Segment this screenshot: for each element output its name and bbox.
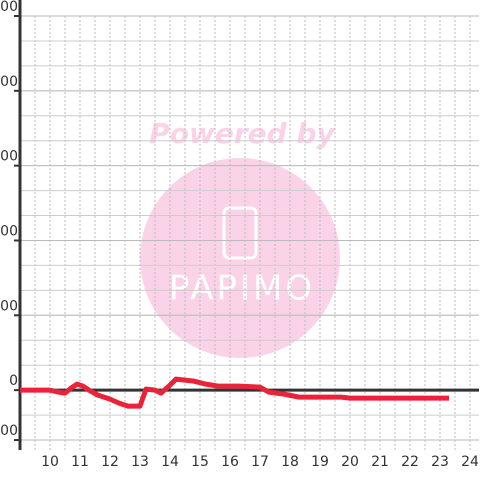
y-tick-label: 60,000 [0, 223, 18, 239]
watermark-logo: PAPIMO [169, 269, 315, 309]
x-tick-label: 13 [131, 454, 149, 470]
y-tick-label: 150,000 [0, 0, 18, 15]
x-tick-label: 23 [431, 454, 449, 470]
x-tick-label: 18 [281, 454, 299, 470]
x-tick-label: 24 [461, 454, 479, 470]
x-tick-label: 12 [101, 454, 119, 470]
x-tick-label: 11 [71, 454, 89, 470]
x-tick-label: 10 [41, 454, 59, 470]
y-tick-label: 0 [9, 373, 18, 389]
x-tick-label: 22 [401, 454, 419, 470]
x-tick-label: 16 [221, 454, 239, 470]
x-tick-label: 19 [311, 454, 329, 470]
plot: -20,000 0 30,000 60,000 90,000 120,000 150,000… [0, 0, 479, 470]
y-tick-label: 90,000 [0, 149, 18, 165]
line [20, 376, 449, 409]
x-tick-label: 20 [341, 454, 359, 470]
x-tick-label: 15 [191, 454, 209, 470]
y-tick-label: 120,000 [0, 74, 18, 90]
x-tick-label: 21 [371, 454, 389, 470]
y-tick-label: 30,000 [0, 298, 18, 314]
y-tick-label: -20,000 [0, 423, 18, 439]
watermark-icon [222, 206, 258, 260]
watermark-text: Powered by [149, 117, 336, 150]
x-tick-label: 17 [251, 454, 269, 470]
x-tick-label: 14 [161, 454, 179, 470]
